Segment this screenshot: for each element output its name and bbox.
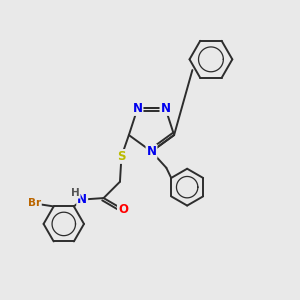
Text: N: N (133, 102, 142, 115)
Text: S: S (117, 150, 126, 163)
Text: N: N (160, 102, 170, 115)
Text: N: N (146, 145, 157, 158)
Text: H: H (71, 188, 80, 198)
Text: N: N (77, 193, 87, 206)
Text: Br: Br (28, 198, 41, 208)
Text: O: O (118, 203, 128, 216)
